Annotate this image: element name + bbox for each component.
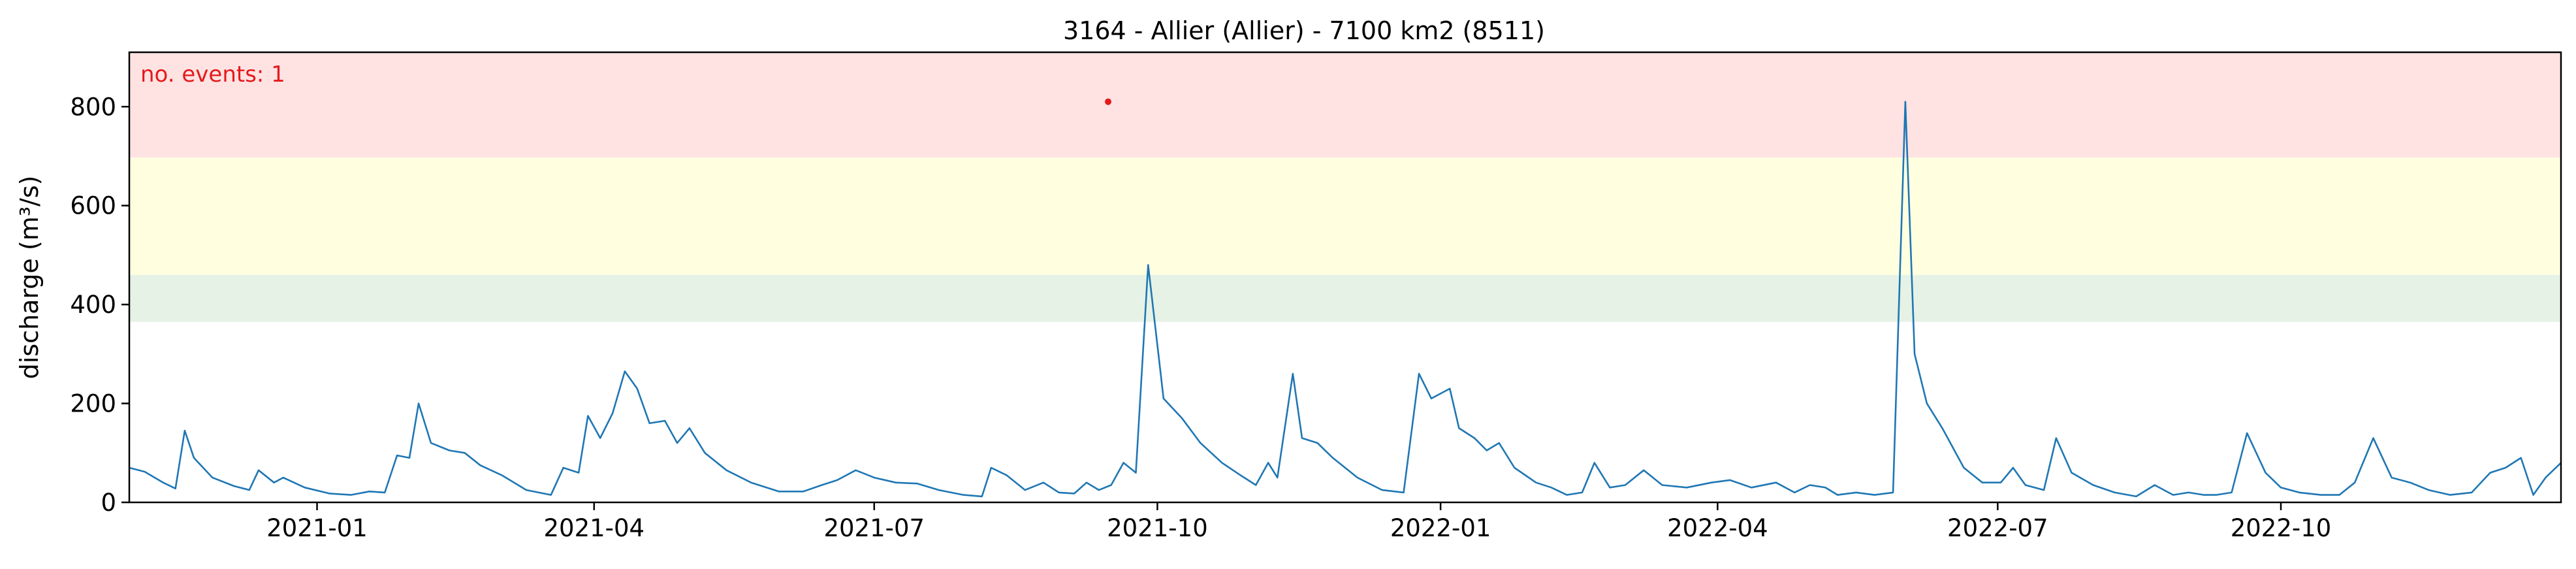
x-tick-label-2022-01: 2022-01 [1390, 514, 1491, 542]
threshold-band-1 [129, 274, 2561, 322]
x-tick-label-2022-07: 2022-07 [1947, 514, 2048, 542]
x-tick-label-2022-10: 2022-10 [2231, 514, 2332, 542]
x-tick-label-2021-04: 2021-04 [543, 514, 644, 542]
y-axis-label: discharge (m³/s) [15, 176, 44, 380]
event-count-annotation: no. events: 1 [140, 61, 285, 88]
y-tick-label-200: 200 [70, 390, 116, 418]
x-tick-label-2021-01: 2021-01 [266, 514, 368, 542]
x-tick-label-2021-07: 2021-07 [823, 514, 925, 542]
plot-frame [128, 51, 2562, 504]
y-tick-label-600: 600 [70, 192, 116, 220]
threshold-band-3 [129, 52, 2561, 158]
plot-area [128, 51, 2562, 504]
y-tick-label-400: 400 [70, 291, 116, 319]
event-marker-1 [1105, 98, 1112, 105]
series-group [129, 101, 2562, 498]
threshold-bands [129, 52, 2561, 322]
x-axis: 2021-01 2021-04 2021-07 2021-10 2022-01 2022-… [266, 502, 2331, 542]
event-markers [1105, 98, 1112, 105]
y-tick-label-800: 800 [70, 93, 116, 121]
x-tick-label-2022-04: 2022-04 [1667, 514, 1768, 542]
chart-title: 3164 - Allier (Allier) - 7100 km2 (8511) [1063, 16, 1545, 45]
threshold-band-2 [129, 157, 2561, 275]
x-tick-label-2021-10: 2021-10 [1107, 514, 1208, 542]
y-axis: 0 200 400 600 800 [70, 93, 129, 517]
series-line-1 [129, 101, 2562, 498]
y-tick-label-0: 0 [101, 489, 116, 517]
